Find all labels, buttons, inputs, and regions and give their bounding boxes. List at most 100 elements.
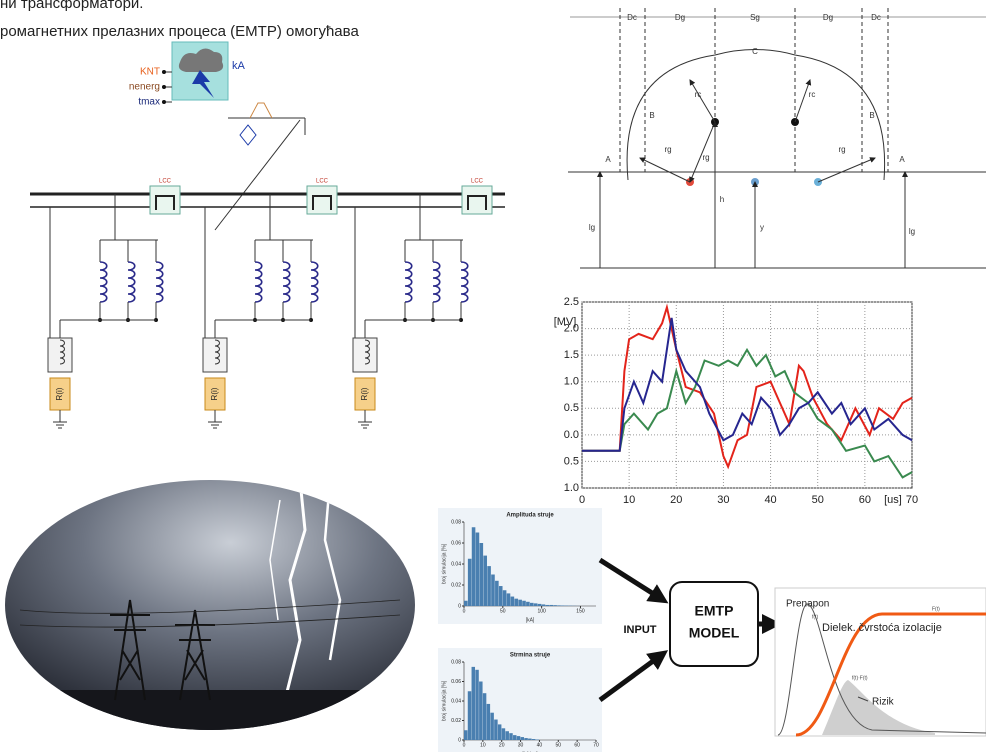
label: 0.02 — [451, 582, 461, 588]
header-line: ромагнетних прелазних процеса (ЕМТР) омо… — [0, 23, 359, 40]
label: 0.04 — [451, 561, 461, 567]
label: 30 — [717, 494, 729, 506]
label: kA — [232, 60, 246, 72]
label: broj simulacija [%] — [441, 543, 447, 584]
label: 0 — [463, 608, 466, 614]
node — [162, 85, 166, 89]
label: lg — [909, 227, 915, 236]
switch — [250, 103, 272, 118]
radius — [690, 122, 715, 182]
label: Strmina struje — [510, 653, 551, 659]
label: 40 — [537, 742, 543, 748]
bar — [507, 593, 511, 606]
bar — [502, 728, 505, 740]
label: B — [869, 111, 874, 120]
label: f(t)·F(t) — [852, 675, 868, 681]
bar — [553, 605, 557, 606]
label: Sg — [750, 13, 760, 22]
page: ни трансформатори. ромагнетних прелазних… — [0, 0, 986, 752]
label: Prenapon — [786, 599, 829, 610]
label: 0.5 — [564, 455, 579, 467]
bar — [549, 605, 553, 606]
bar — [514, 599, 518, 606]
label: broj simulacija [%] — [441, 680, 447, 721]
bar — [503, 590, 507, 606]
coil — [311, 262, 318, 302]
label: h — [720, 195, 724, 204]
node — [162, 100, 166, 104]
bar — [518, 600, 522, 606]
coil — [405, 262, 412, 302]
bar — [522, 601, 526, 606]
label: rg — [664, 145, 671, 154]
label: Dg — [675, 13, 685, 22]
bar — [521, 737, 524, 740]
label: A — [899, 155, 905, 164]
label: 70 — [593, 742, 599, 748]
coil — [283, 262, 290, 302]
label: 50 — [556, 742, 562, 748]
bar — [542, 604, 546, 606]
coil — [156, 262, 163, 302]
bar — [479, 682, 482, 741]
bar — [495, 581, 499, 606]
label: 10 — [480, 742, 486, 748]
label: tmax — [138, 97, 160, 108]
label: 0 — [458, 603, 461, 609]
label: 1.0 — [564, 482, 579, 494]
bar — [476, 533, 480, 607]
label: 1.0 — [564, 376, 579, 388]
lcc-box — [150, 186, 180, 214]
bar — [464, 730, 467, 740]
bar — [468, 559, 472, 606]
label: 0.08 — [451, 519, 461, 525]
node — [162, 70, 166, 74]
arc — [627, 50, 885, 181]
label: rg — [702, 153, 709, 162]
coil — [100, 262, 107, 302]
radius — [795, 80, 810, 122]
coil — [433, 262, 440, 302]
label: Amplituda struje — [506, 513, 554, 519]
bar — [513, 735, 516, 740]
label: 50 — [500, 608, 506, 614]
label: 150 — [576, 608, 585, 614]
bar — [526, 602, 530, 606]
label: C — [752, 47, 758, 56]
bar — [499, 586, 503, 606]
photo — [5, 480, 415, 730]
label: f(t) — [812, 614, 818, 620]
bar — [546, 605, 550, 606]
bar — [498, 724, 501, 740]
bar — [487, 704, 490, 740]
transformer — [353, 338, 377, 372]
label: Rizik — [872, 697, 895, 708]
label: LCC — [471, 179, 484, 185]
bar — [483, 556, 487, 606]
label: R(i) — [360, 387, 369, 400]
source — [240, 125, 256, 145]
label: R(i) — [55, 387, 64, 400]
ground — [358, 410, 372, 428]
label: 20 — [499, 742, 505, 748]
bar — [483, 693, 486, 740]
plot-area — [582, 302, 912, 488]
label: R(i) — [210, 387, 219, 400]
label: rg — [838, 145, 845, 154]
label: 0.04 — [451, 698, 461, 704]
label: Dg — [823, 13, 833, 22]
label: lg — [589, 223, 595, 232]
label: 1.5 — [564, 349, 579, 361]
transformer — [48, 338, 72, 372]
bar — [557, 605, 561, 606]
bar — [464, 601, 468, 606]
label: y — [760, 223, 764, 232]
label: rc — [809, 90, 816, 99]
ground — [208, 410, 222, 428]
label: 0 — [458, 737, 461, 743]
radius — [690, 80, 715, 122]
label: rc — [695, 90, 702, 99]
arrow — [600, 560, 660, 598]
label: [us] — [884, 494, 902, 506]
wire — [215, 120, 300, 230]
